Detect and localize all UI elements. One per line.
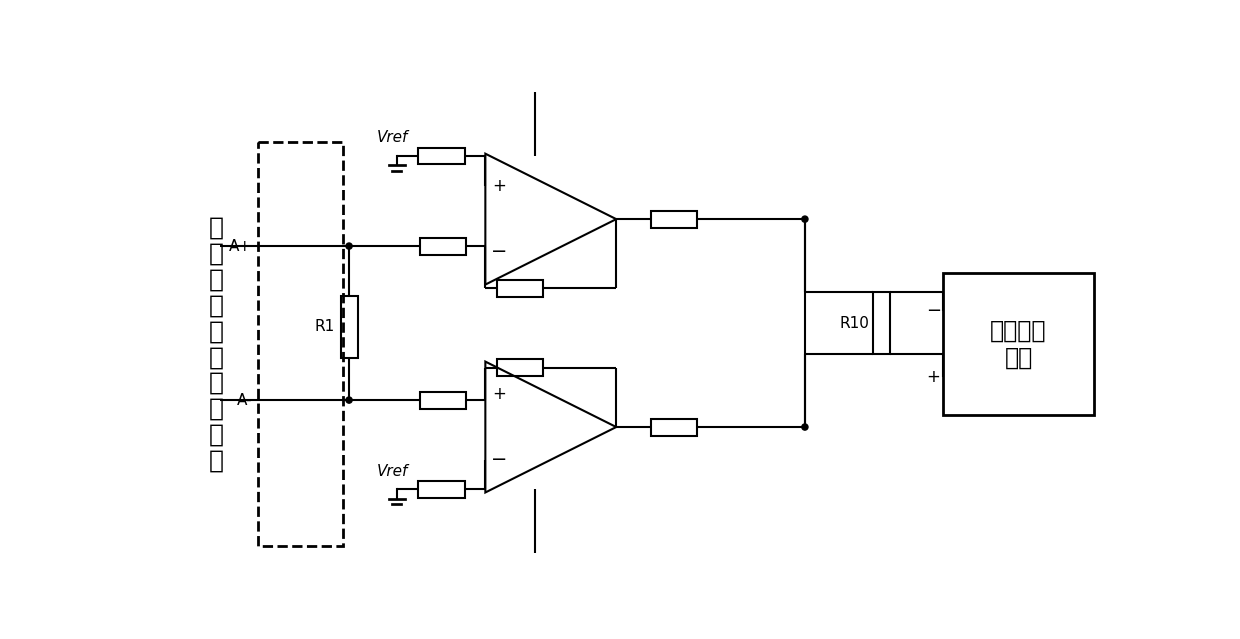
Bar	[651, 211, 697, 227]
Bar	[873, 292, 890, 354]
Circle shape	[802, 424, 808, 430]
Text: 模数转换
单元: 模数转换 单元	[991, 318, 1047, 370]
Text: −: −	[926, 302, 941, 321]
Bar	[420, 392, 466, 408]
Bar	[418, 481, 465, 498]
Text: 短
波
红
外
信
号
焦
面
电
路: 短 波 红 外 信 号 焦 面 电 路	[208, 216, 223, 473]
Text: −: −	[491, 450, 507, 469]
Circle shape	[802, 216, 808, 222]
Text: −: −	[491, 242, 507, 261]
Text: R1: R1	[314, 320, 335, 334]
Bar	[341, 296, 357, 358]
Text: R10: R10	[839, 316, 869, 330]
Bar	[651, 419, 697, 436]
Bar	[420, 238, 466, 254]
Bar	[497, 359, 543, 376]
Text: +: +	[492, 178, 506, 196]
Circle shape	[346, 397, 352, 403]
Bar	[497, 280, 543, 297]
Text: Vref: Vref	[377, 130, 409, 145]
Text: Vref: Vref	[377, 464, 409, 479]
Bar	[944, 273, 1094, 415]
Text: A+: A+	[229, 238, 252, 254]
Text: A-: A-	[237, 392, 252, 408]
Circle shape	[346, 243, 352, 249]
Bar	[418, 148, 465, 164]
Text: +: +	[492, 385, 506, 403]
Bar	[258, 142, 343, 546]
Text: +: +	[926, 368, 940, 386]
